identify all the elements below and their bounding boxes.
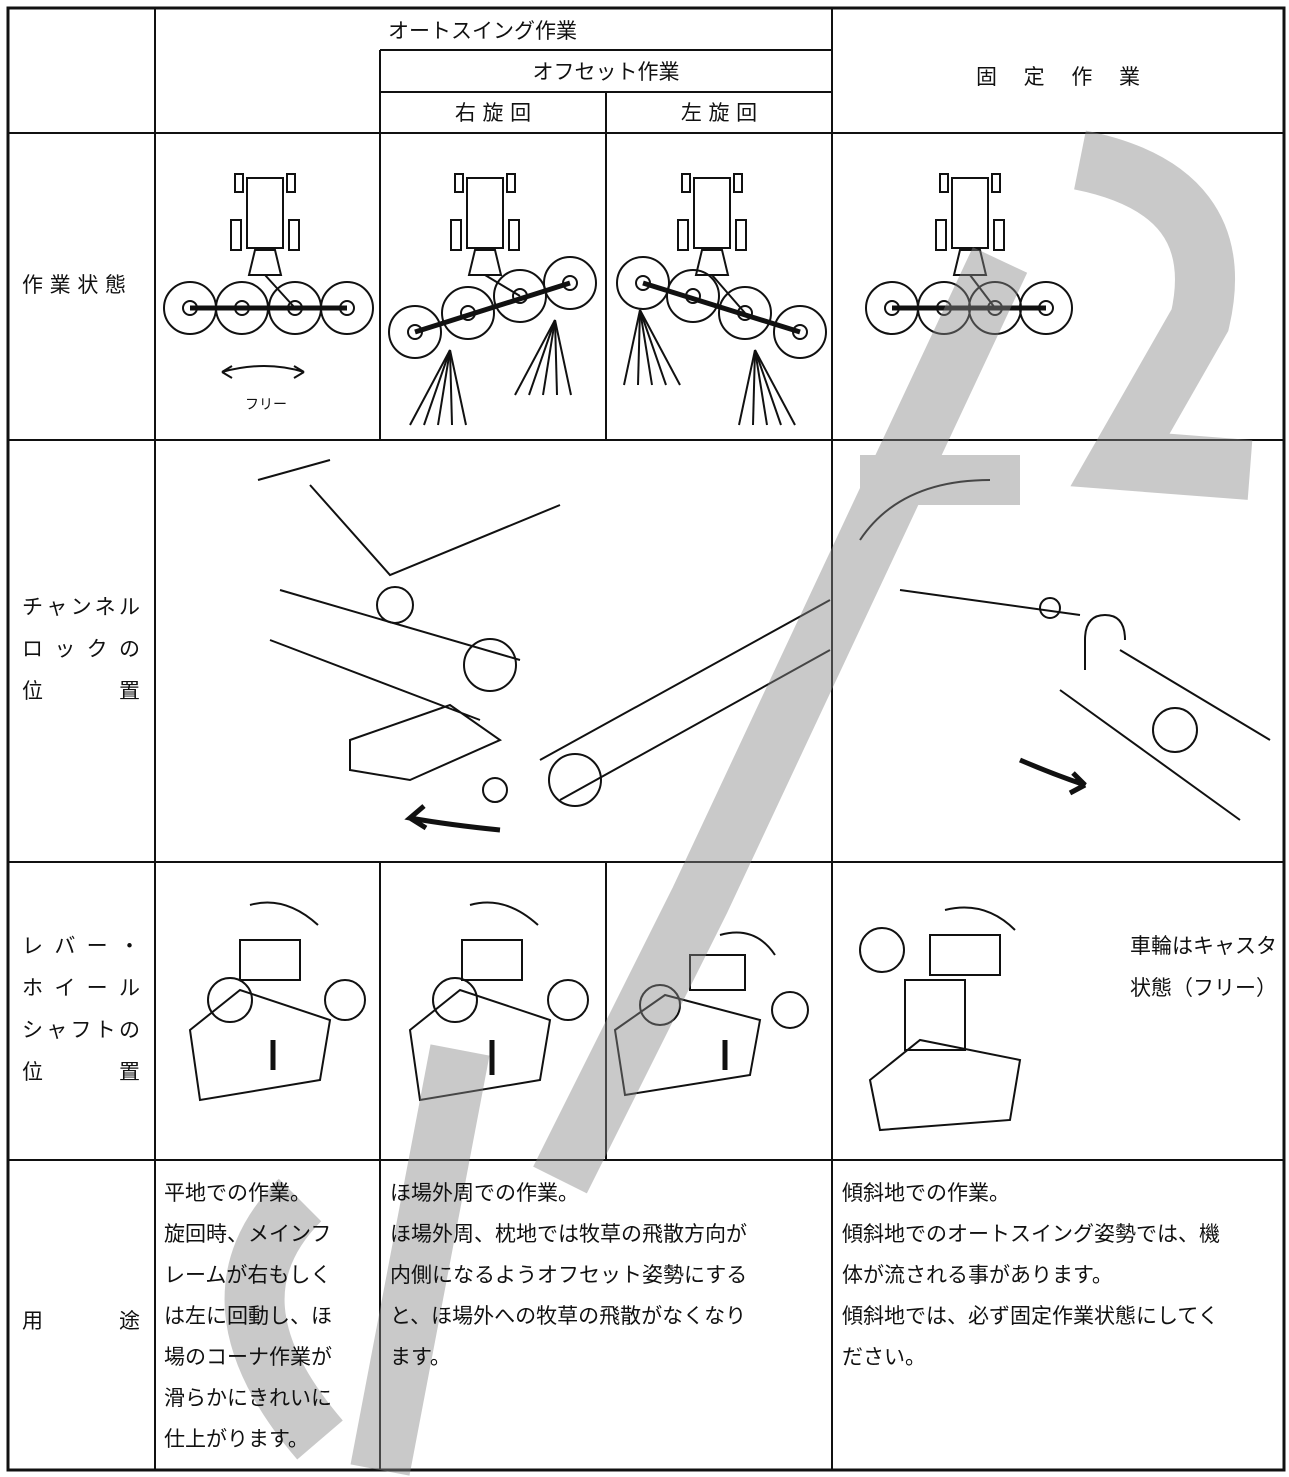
- usage-text: レームが右もしく: [164, 1263, 332, 1287]
- row-label: 位 置: [22, 1060, 140, 1084]
- row-label: シャフトの: [22, 1018, 140, 1042]
- usage-text: ほ場外周、枕地では牧草の飛散方向が: [390, 1222, 747, 1246]
- row-label: レバー・: [22, 934, 140, 958]
- row-label: ホイール: [22, 976, 140, 1000]
- usage-text: は左に回動し、ほ: [164, 1304, 332, 1328]
- row-label: ロックの: [22, 637, 140, 661]
- table-grid: [6, 6, 1286, 1472]
- header-fixed: 固 定 作 業: [975, 65, 1141, 89]
- header-offset: オフセット作業: [532, 60, 680, 84]
- free-note: フリー: [245, 397, 287, 413]
- header-auto-swing: オートスイング作業: [388, 19, 577, 43]
- usage-text: 旋回時、メインフ: [164, 1222, 332, 1246]
- usage-text: ださい。: [842, 1345, 926, 1369]
- usage-text: 内側になるようオフセット姿勢にする: [390, 1263, 748, 1287]
- usage-text: 場のコーナ作業が: [164, 1345, 332, 1369]
- lever-illustrations: [188, 901, 1022, 1132]
- header-left-turn: 左 旋 回: [680, 101, 758, 125]
- header-right-turn: 右 旋 回: [454, 101, 532, 125]
- usage-text: と、ほ場外への牧草の飛散がなくなり: [390, 1304, 747, 1328]
- caster-note: 状態（フリー）: [1130, 976, 1277, 1000]
- usage-text: 滑らかにきれいに: [164, 1386, 332, 1410]
- watermark: [224, 130, 1253, 1476]
- row-label: 用 途: [22, 1309, 140, 1333]
- swing-arrow: [221, 365, 305, 379]
- usage-text: 体が流される事があります。: [842, 1263, 1113, 1287]
- channel-lock-illustrations: [257, 459, 1271, 833]
- row-label: 作 業 状 態: [22, 273, 127, 297]
- usage-text: 平地での作業。: [164, 1181, 311, 1205]
- caster-note: 車輪はキャスタ: [1130, 934, 1277, 958]
- row-label: 位 置: [22, 679, 140, 703]
- usage-text: 仕上がります。: [164, 1427, 309, 1451]
- usage-text: 傾斜地での作業。: [842, 1181, 1010, 1205]
- usage-text: ます。: [390, 1345, 451, 1369]
- tractor-diagrams: [163, 173, 1073, 426]
- usage-text: 傾斜地でのオートスイング姿勢では、機: [842, 1222, 1220, 1246]
- usage-text: ほ場外周での作業。: [390, 1181, 579, 1205]
- row-label: チャンネル: [22, 595, 140, 619]
- usage-text: 傾斜地では、必ず固定作業状態にしてく: [842, 1304, 1219, 1328]
